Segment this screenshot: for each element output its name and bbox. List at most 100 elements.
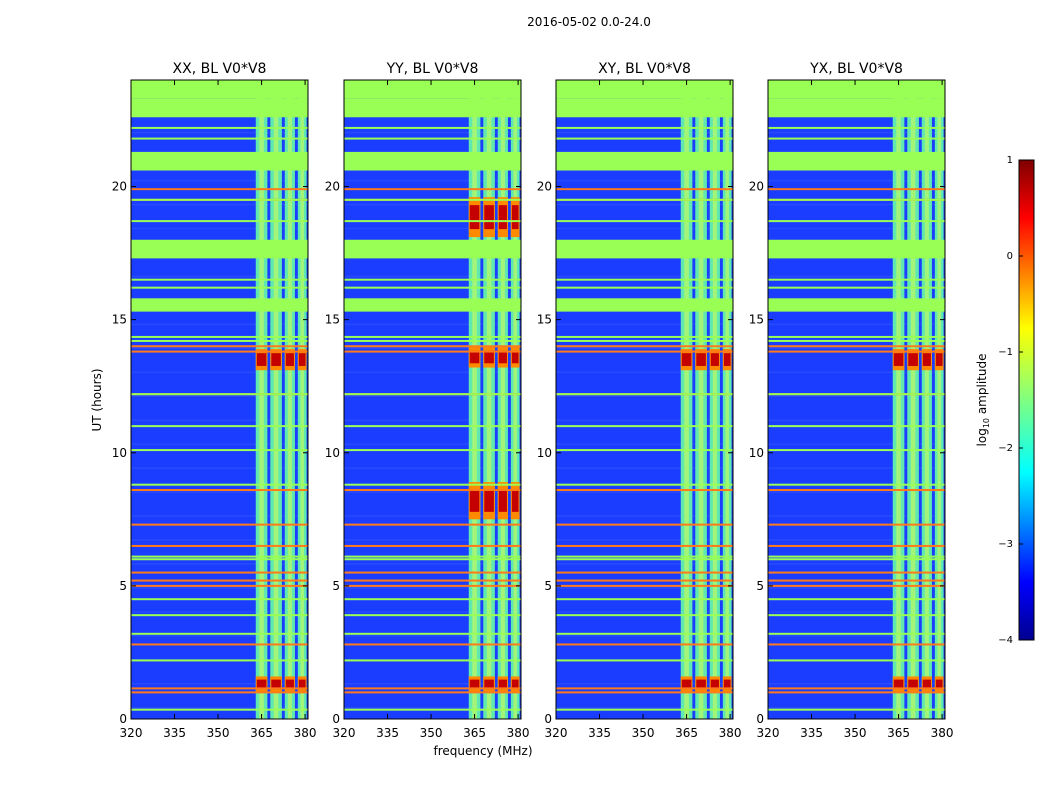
noise-stripe — [131, 275, 308, 278]
bright-event-core — [922, 353, 931, 366]
flagged-line — [131, 632, 308, 635]
signal-channel-core — [273, 80, 279, 719]
flagged-line — [344, 126, 521, 129]
x-tick-label: 365 — [463, 726, 486, 740]
rfi-line — [131, 579, 308, 582]
bright-event-core — [696, 353, 706, 366]
x-tick-label: 320 — [545, 726, 568, 740]
flagged-line — [556, 425, 733, 428]
signal-channel-core — [287, 80, 292, 719]
noise-stripe — [131, 491, 308, 493]
bright-event-core — [498, 205, 507, 230]
noise-stripe — [131, 707, 308, 709]
rfi-line — [344, 489, 521, 492]
bright-event-core — [484, 205, 494, 230]
x-tick-label: 365 — [250, 726, 273, 740]
rfi-line — [556, 687, 733, 690]
noise-stripe — [344, 395, 521, 398]
y-tick-label: 0 — [119, 712, 127, 726]
noise-stripe — [131, 371, 308, 374]
flagged-line — [768, 198, 945, 201]
flagged-line — [344, 198, 521, 201]
flagged-line — [131, 614, 308, 617]
flagged-line — [344, 278, 521, 281]
noise-stripe — [344, 227, 521, 230]
rfi-line — [768, 584, 945, 587]
panel-title: XY, BL V0*V8 — [598, 61, 691, 77]
noise-stripe — [131, 611, 308, 613]
rfi-line — [556, 350, 733, 353]
noise-stripe — [768, 227, 945, 230]
flagged-line — [556, 220, 733, 223]
bright-event-core — [484, 350, 494, 364]
panel-frame — [767, 79, 946, 720]
signal-channel-core — [698, 80, 704, 719]
flagged-line — [344, 220, 521, 223]
rfi-line — [344, 687, 521, 690]
rfi-line — [344, 188, 521, 191]
noise-stripe — [556, 371, 733, 374]
flagged-line — [768, 483, 945, 486]
x-tick-label: 380 — [719, 726, 742, 740]
bright-event-core — [723, 679, 731, 690]
rfi-line — [131, 523, 308, 526]
bright-event-core — [469, 679, 480, 690]
y-tick-label: 5 — [332, 579, 340, 593]
flagged-line — [768, 449, 945, 452]
bright-event-core — [484, 679, 494, 690]
bright-event-core — [681, 353, 692, 366]
panel-frame — [130, 79, 309, 720]
flagged-line — [344, 449, 521, 452]
flagged-line — [556, 614, 733, 617]
y-tick-label: 15 — [749, 313, 764, 327]
x-axis-label: frequency (MHz) — [433, 744, 532, 758]
y-tick-label: 20 — [112, 180, 127, 194]
noise-stripe — [556, 203, 733, 206]
flagged-line — [344, 286, 521, 289]
bright-event-core — [893, 679, 904, 690]
rfi-line — [344, 350, 521, 353]
x-tick-label: 350 — [207, 726, 230, 740]
noise-stripe — [131, 587, 308, 589]
rfi-line — [768, 643, 945, 646]
rfi-line — [344, 584, 521, 587]
x-tick-label: 335 — [800, 726, 823, 740]
flagged-line — [556, 335, 733, 338]
y-tick-label: 15 — [325, 313, 340, 327]
flagged-line — [556, 126, 733, 129]
flagged-block — [768, 151, 945, 171]
flagged-block — [768, 98, 945, 118]
flagged-line — [131, 659, 308, 662]
flagged-line — [556, 339, 733, 342]
flagged-line — [556, 659, 733, 662]
bright-event-core — [908, 679, 918, 690]
x-tick-label: 350 — [632, 726, 655, 740]
noise-stripe — [344, 323, 521, 326]
bright-event-core — [484, 489, 494, 512]
noise-stripe — [344, 707, 521, 709]
y-tick-label: 5 — [544, 579, 552, 593]
rfi-line — [556, 489, 733, 492]
y-tick-label: 20 — [537, 180, 552, 194]
bright-event-core — [285, 679, 294, 690]
noise-stripe — [131, 323, 308, 326]
flagged-line — [768, 335, 945, 338]
noise-stripe — [344, 563, 521, 565]
flagged-line — [344, 632, 521, 635]
noise-stripe — [768, 275, 945, 278]
y-tick-label: 10 — [537, 446, 552, 460]
flagged-line — [131, 198, 308, 201]
flagged-line — [556, 137, 733, 140]
noise-stripe — [768, 131, 945, 134]
flagged-line — [131, 335, 308, 338]
noise-stripe — [131, 539, 308, 541]
flagged-line — [768, 558, 945, 561]
noise-stripe — [768, 395, 945, 398]
flagged-line — [768, 339, 945, 342]
flagged-line — [131, 286, 308, 289]
flagged-line — [556, 449, 733, 452]
flagged-line — [556, 483, 733, 486]
noise-stripe — [344, 275, 521, 278]
noise-stripe — [344, 635, 521, 637]
flagged-line — [768, 278, 945, 281]
